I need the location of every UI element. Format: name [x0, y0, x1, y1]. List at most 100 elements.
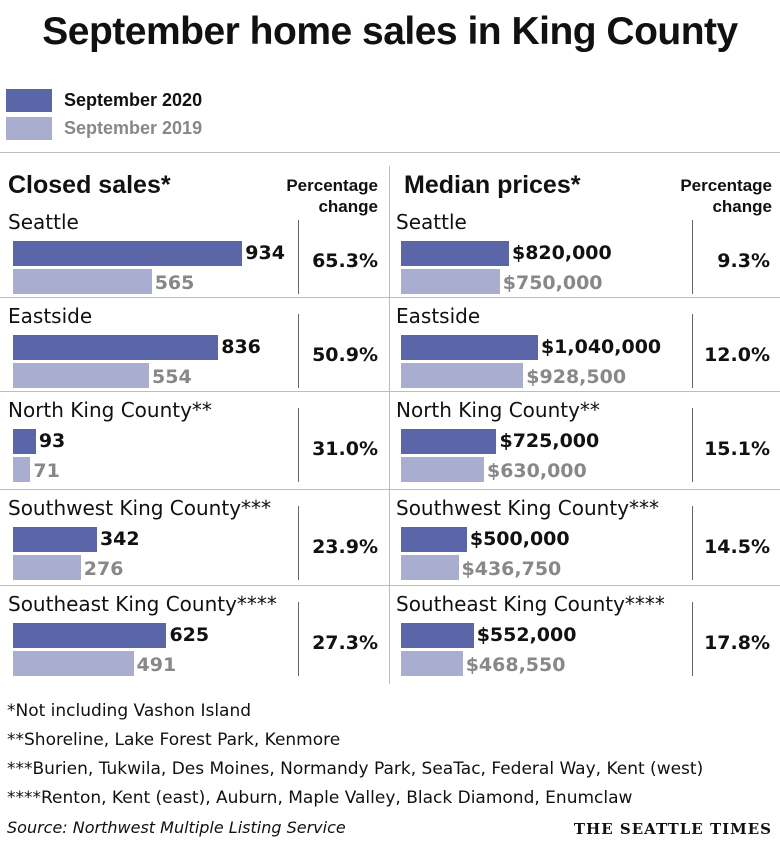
median-pct-change: 14.5%: [704, 536, 770, 558]
closed-pct-divider: [298, 602, 299, 676]
source-note: Source: Northwest Multiple Listing Servi…: [7, 818, 346, 837]
median-value-2020: $1,040,000: [540, 336, 662, 358]
median-value-2019: $928,500: [526, 366, 627, 388]
top-divider: [0, 152, 780, 153]
median-bar-2019: [401, 555, 459, 580]
median-value-2019: $750,000: [502, 272, 603, 294]
footnote: ***Burien, Tukwila, Des Moines, Normandy…: [7, 759, 704, 779]
closed-value-2019: 554: [152, 366, 192, 388]
closed-pct-change: 31.0%: [312, 438, 378, 460]
closed-bar-2019: [13, 457, 31, 482]
closed-value-2020: 934: [245, 242, 285, 264]
closed-pct-header: Percentage change: [286, 175, 378, 217]
median-pct-header-line2: change: [712, 197, 772, 216]
median-value-2019: $436,750: [461, 558, 562, 580]
center-divider: [389, 166, 390, 684]
median-pct-change: 15.1%: [704, 438, 770, 460]
closed-value-2020: 836: [221, 336, 261, 358]
median-bar-2019: [401, 457, 484, 482]
closed-value-2019: 491: [136, 654, 177, 676]
closed-bar-2020: [13, 527, 97, 552]
closed-region-label: North King County**: [8, 398, 212, 422]
closed-row-divider: [0, 391, 389, 392]
median-bar-2020: [401, 241, 509, 266]
median-pct-change: 17.8%: [704, 632, 770, 654]
median-bar-2020: [401, 623, 474, 648]
median-pct-divider: [692, 506, 693, 580]
median-pct-header-line1: Percentage: [680, 176, 772, 195]
median-row-divider: [390, 391, 780, 392]
legend-label-2020: September 2020: [64, 89, 203, 110]
closed-pct-change: 23.9%: [312, 536, 378, 558]
closed-pct-divider: [298, 506, 299, 580]
median-prices-title: Median prices*: [404, 171, 581, 199]
closed-bar-2019: [13, 363, 149, 388]
closed-bar-2019: [13, 651, 134, 676]
median-bar-2019: [401, 269, 500, 294]
closed-value-2019: 71: [33, 460, 60, 482]
median-pct-change: 9.3%: [717, 250, 770, 272]
median-pct-divider: [692, 314, 693, 388]
median-value-2019: $630,000: [486, 460, 587, 482]
closed-pct-change: 27.3%: [312, 632, 378, 654]
closed-region-label: Southeast King County****: [8, 592, 277, 616]
footnote: *Not including Vashon Island: [7, 701, 252, 721]
median-value-2020: $725,000: [499, 430, 600, 452]
closed-region-label: Eastside: [8, 304, 93, 328]
publisher-logo: THE SEATTLE TIMES: [573, 820, 772, 838]
median-region-label: Eastside: [396, 304, 481, 328]
closed-row-divider: [0, 585, 389, 586]
median-bar-2020: [401, 527, 467, 552]
closed-pct-divider: [298, 220, 299, 294]
median-row-divider: [390, 297, 780, 298]
median-pct-divider: [692, 408, 693, 482]
closed-region-label: Southwest King County***: [8, 496, 272, 520]
closed-value-2020: 93: [38, 430, 66, 452]
median-bar-2020: [401, 429, 497, 454]
closed-value-2020: 625: [169, 624, 210, 646]
closed-sales-title: Closed sales*: [8, 171, 171, 199]
legend-swatch-2019: [6, 116, 52, 140]
footnotes: *Not including Vashon Island **Shoreline…: [7, 697, 703, 813]
closed-bar-2020: [13, 429, 36, 454]
legend-item-2020: September 2020: [6, 86, 202, 114]
closed-pct-divider: [298, 408, 299, 482]
closed-bar-2020: [13, 623, 167, 648]
median-value-2020: $820,000: [511, 242, 612, 264]
legend-swatch-2020: [6, 88, 52, 112]
legend-item-2019: September 2019: [6, 114, 202, 142]
median-row-divider: [390, 489, 780, 490]
median-pct-divider: [692, 602, 693, 676]
median-pct-change: 12.0%: [704, 344, 770, 366]
median-value-2020: $552,000: [476, 624, 577, 646]
median-region-label: Southwest King County***: [396, 496, 660, 520]
closed-pct-header-line2: change: [318, 197, 378, 216]
closed-value-2019: 276: [83, 558, 124, 580]
closed-pct-change: 65.3%: [312, 250, 378, 272]
closed-bar-2020: [13, 241, 243, 266]
median-bar-2019: [401, 651, 463, 676]
closed-pct-divider: [298, 314, 299, 388]
median-value-2019: $468,550: [465, 654, 566, 676]
median-region-label: Southeast King County****: [396, 592, 665, 616]
median-row-divider: [390, 585, 780, 586]
closed-pct-change: 50.9%: [312, 344, 378, 366]
footnote: ****Renton, Kent (east), Auburn, Maple V…: [7, 788, 633, 808]
closed-region-label: Seattle: [8, 210, 79, 234]
median-region-label: Seattle: [396, 210, 467, 234]
closed-bar-2020: [13, 335, 219, 360]
median-pct-header: Percentage change: [680, 175, 772, 217]
median-region-label: North King County**: [396, 398, 600, 422]
closed-value-2019: 565: [154, 272, 195, 294]
footnote: **Shoreline, Lake Forest Park, Kenmore: [7, 730, 341, 750]
median-pct-divider: [692, 220, 693, 294]
closed-bar-2019: [13, 269, 152, 294]
chart-title: September home sales in King County: [42, 10, 738, 53]
closed-pct-header-line1: Percentage: [286, 176, 378, 195]
closed-row-divider: [0, 297, 389, 298]
closed-row-divider: [0, 489, 389, 490]
median-bar-2019: [401, 363, 524, 388]
legend-label-2019: September 2019: [64, 117, 203, 138]
closed-bar-2019: [13, 555, 81, 580]
closed-value-2020: 342: [99, 528, 140, 550]
